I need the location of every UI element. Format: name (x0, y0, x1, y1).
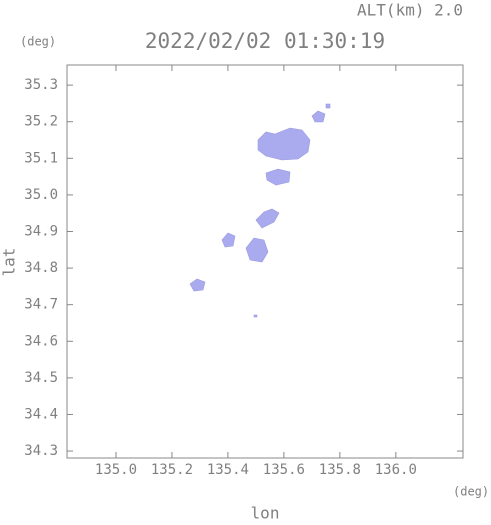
echo (255, 208, 280, 229)
x-tick-label: 135.4 (207, 462, 249, 478)
echo (221, 232, 236, 248)
x-axis-label: lon (251, 504, 280, 522)
y-tick-label: 35.2 (24, 114, 58, 130)
echo-areas (189, 103, 331, 318)
x-unit: (deg) (453, 485, 489, 499)
x-tick-label: 135.0 (95, 462, 137, 478)
y-unit: (deg) (20, 35, 56, 49)
echo (189, 278, 206, 292)
y-tick-label: 34.5 (24, 370, 58, 386)
y-tick-label: 35.1 (24, 150, 58, 166)
y-tick-label: 34.3 (24, 443, 58, 459)
y-tick-label: 35.3 (24, 77, 58, 93)
echo (257, 127, 311, 161)
x-tick-label: 135.2 (151, 462, 193, 478)
plot-frame (66, 64, 464, 459)
echo (325, 103, 331, 109)
x-tick-label: 135.6 (263, 462, 305, 478)
echo (265, 168, 291, 186)
y-tick-label: 34.6 (24, 333, 58, 349)
chart-title: 2022/02/02 01:30:19 (145, 29, 385, 53)
x-tick-label: 136.0 (375, 462, 417, 478)
chart-subtitle: ALT(km) 2.0 (357, 1, 463, 20)
y-tick-label: 34.4 (24, 406, 58, 422)
echo (311, 110, 326, 123)
y-tick-label: 34.9 (24, 223, 58, 239)
y-tick-label: 34.8 (24, 260, 58, 276)
echo (245, 237, 269, 263)
echo (253, 314, 258, 318)
x-tick-label: 135.8 (319, 462, 361, 478)
y-axis-label: lat (0, 248, 19, 277)
y-tick-label: 35.0 (24, 187, 58, 203)
y-tick-label: 34.7 (24, 297, 58, 313)
